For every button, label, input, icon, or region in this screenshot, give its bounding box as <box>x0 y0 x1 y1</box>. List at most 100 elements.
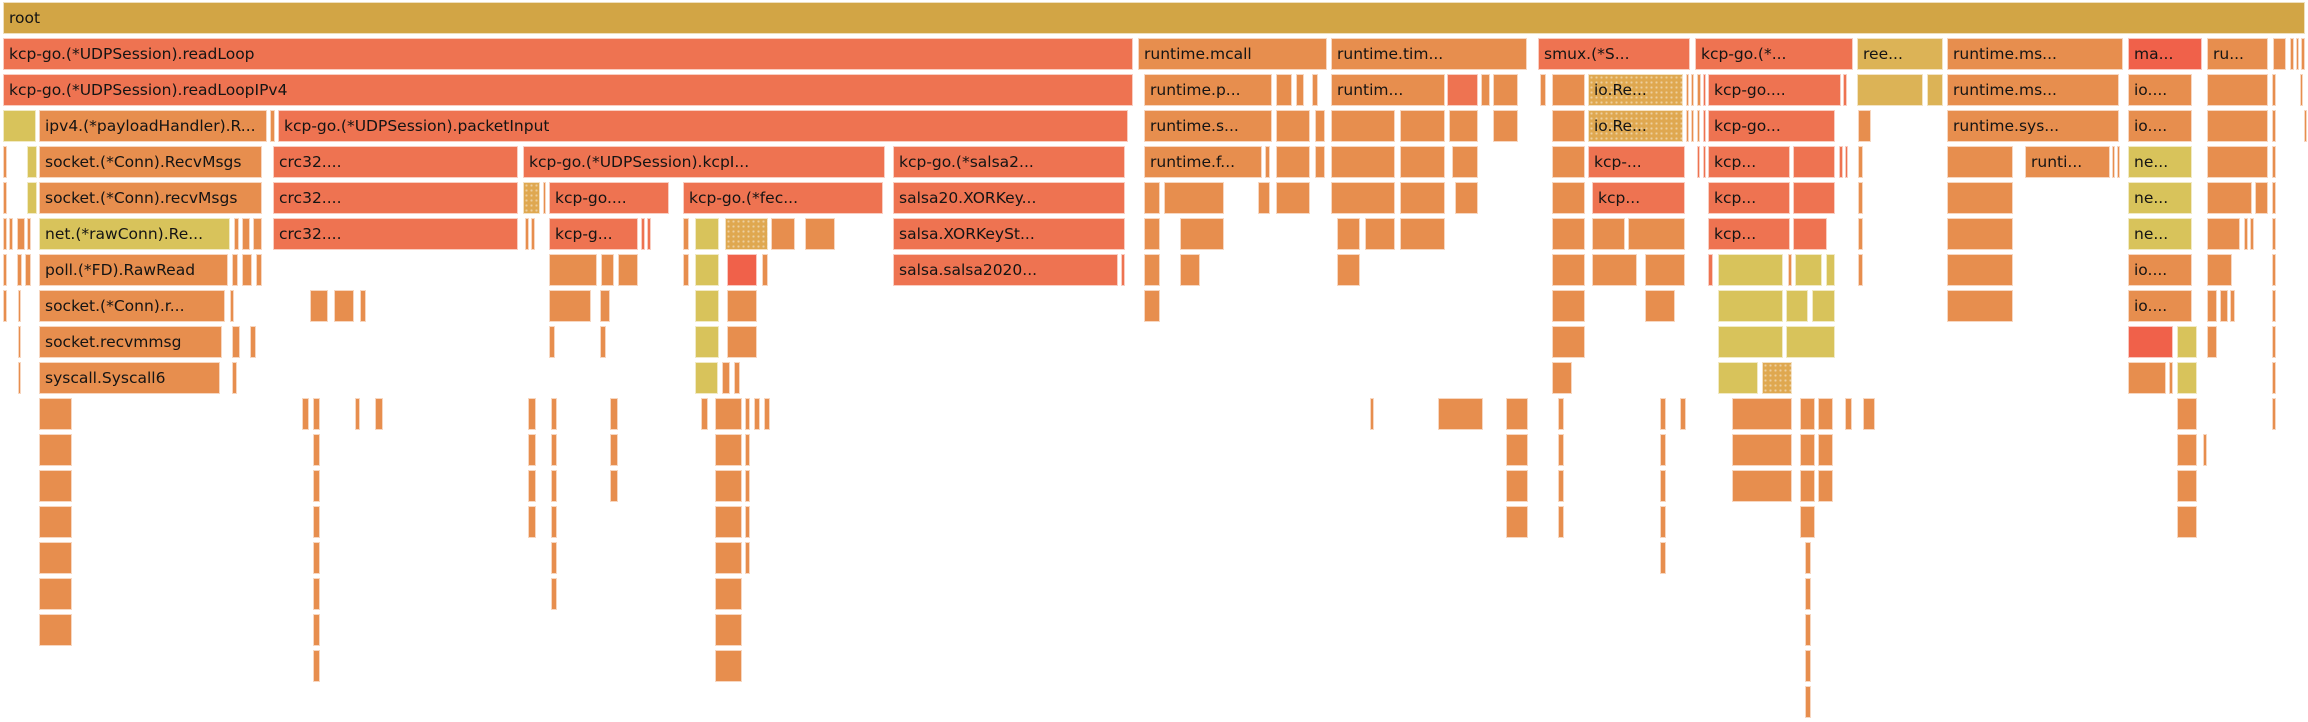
flame-frame[interactable] <box>1660 506 1666 538</box>
flame-frame[interactable] <box>2244 218 2248 250</box>
flame-frame[interactable] <box>1447 74 1478 106</box>
flame-frame-ne[interactable]: ne... <box>2128 146 2192 178</box>
flame-frame[interactable] <box>543 182 546 214</box>
flame-frame-io-re[interactable]: io.Re... <box>1588 110 1683 142</box>
flame-frame[interactable] <box>2272 290 2276 322</box>
flame-frame[interactable] <box>334 290 354 322</box>
flame-frame[interactable] <box>1863 398 1875 430</box>
flame-frame[interactable] <box>1703 74 1706 106</box>
flame-frame[interactable] <box>313 578 320 610</box>
flame-frame[interactable] <box>701 398 708 430</box>
flame-frame[interactable] <box>695 326 719 358</box>
flame-frame[interactable] <box>1818 470 1833 502</box>
flame-frame[interactable] <box>727 326 757 358</box>
flame-frame[interactable] <box>1786 290 1808 322</box>
flame-frame[interactable] <box>230 290 234 322</box>
flame-frame[interactable] <box>1793 146 1835 178</box>
flame-frame[interactable] <box>39 506 72 538</box>
flame-frame-kcp-go-udpsession-kcpi[interactable]: kcp-go.(*UDPSession).kcpI... <box>523 146 885 178</box>
flame-frame[interactable] <box>2177 434 2197 466</box>
flame-frame[interactable] <box>1718 290 1783 322</box>
flame-frame[interactable] <box>1805 542 1811 574</box>
flame-frame[interactable] <box>2207 290 2217 322</box>
flame-frame[interactable] <box>2272 326 2276 358</box>
flame-frame[interactable] <box>1858 146 1863 178</box>
flame-frame[interactable] <box>313 506 320 538</box>
flame-frame[interactable] <box>683 218 689 250</box>
flame-frame[interactable] <box>1552 254 1585 286</box>
flame-frame[interactable] <box>1680 398 1686 430</box>
flame-frame[interactable] <box>1818 434 1833 466</box>
flame-frame[interactable] <box>1697 110 1700 142</box>
flame-frame[interactable] <box>3 218 7 250</box>
flame-frame[interactable] <box>551 506 557 538</box>
flame-frame[interactable] <box>1686 74 1689 106</box>
flame-frame[interactable] <box>1144 290 1160 322</box>
flame-frame[interactable] <box>39 578 72 610</box>
flame-frame-runtime-f[interactable]: runtime.f... <box>1144 146 1262 178</box>
flame-frame[interactable] <box>1558 470 1564 502</box>
flame-frame[interactable] <box>1552 110 1585 142</box>
flame-frame[interactable] <box>1858 254 1863 286</box>
flame-frame-runtime-sys[interactable]: runtime.sys... <box>1947 110 2119 142</box>
flame-frame-io[interactable]: io.... <box>2128 110 2192 142</box>
flame-frame-runtime-p[interactable]: runtime.p... <box>1144 74 1272 106</box>
flame-frame[interactable] <box>1558 398 1564 430</box>
flame-frame[interactable] <box>1732 398 1792 430</box>
flame-frame[interactable] <box>1552 182 1585 214</box>
flame-frame-kcp-go-fec[interactable]: kcp-go.(*fec... <box>683 182 883 214</box>
flame-frame[interactable] <box>250 326 256 358</box>
flame-frame[interactable] <box>1552 290 1585 322</box>
flame-frame[interactable] <box>242 218 250 250</box>
flame-frame-salsa20-xorkey[interactable]: salsa20.XORKey... <box>893 182 1125 214</box>
flame-frame[interactable] <box>270 110 275 142</box>
flame-frame[interactable] <box>715 614 742 646</box>
flame-frame-net-rawconn-re[interactable]: net.(*rawConn).Re... <box>39 218 230 250</box>
flame-frame[interactable] <box>2117 146 2120 178</box>
flame-frame[interactable] <box>310 290 328 322</box>
flame-frame[interactable] <box>1552 218 1585 250</box>
flame-frame[interactable] <box>17 218 25 250</box>
flame-frame[interactable] <box>641 218 645 250</box>
flame-frame[interactable] <box>1732 434 1792 466</box>
flame-frame[interactable] <box>549 326 555 358</box>
flame-frame[interactable] <box>715 434 742 466</box>
flame-frame[interactable] <box>232 362 237 394</box>
flame-frame[interactable] <box>600 326 606 358</box>
flame-frame-ree[interactable]: ree... <box>1857 38 1943 70</box>
flame-frame[interactable] <box>523 182 540 214</box>
flame-frame[interactable] <box>715 578 742 610</box>
flame-frame[interactable] <box>313 398 320 430</box>
flame-frame[interactable] <box>551 542 557 574</box>
flame-frame[interactable] <box>1843 74 1847 106</box>
flame-frame[interactable] <box>610 434 618 466</box>
flame-frame[interactable] <box>1540 74 1546 106</box>
flame-frame[interactable] <box>1276 182 1310 214</box>
flame-frame[interactable] <box>2177 398 2197 430</box>
flame-frame[interactable] <box>1164 182 1224 214</box>
flame-frame-kcp[interactable]: kcp-... <box>1588 146 1685 178</box>
flame-frame[interactable] <box>734 362 740 394</box>
flame-frame-salsa-xorkeyst[interactable]: salsa.XORKeySt... <box>893 218 1125 250</box>
flame-frame[interactable] <box>2272 182 2276 214</box>
flame-frame[interactable] <box>2272 362 2276 394</box>
flame-frame[interactable] <box>1144 218 1160 250</box>
flame-frame[interactable] <box>1718 362 1758 394</box>
flame-frame[interactable] <box>2220 290 2228 322</box>
flame-frame[interactable] <box>2272 146 2276 178</box>
flame-frame[interactable] <box>1947 290 2013 322</box>
flame-frame-runtime-ms[interactable]: runtime.ms... <box>1947 74 2119 106</box>
flame-frame[interactable] <box>2230 290 2235 322</box>
flame-frame[interactable] <box>610 470 618 502</box>
flame-frame[interactable] <box>1315 110 1325 142</box>
flame-frame-io[interactable]: io.... <box>2128 254 2192 286</box>
flame-frame-kcp[interactable]: kcp... <box>1592 182 1685 214</box>
flame-frame[interactable] <box>1858 110 1871 142</box>
flame-frame[interactable] <box>1312 74 1318 106</box>
flame-frame[interactable] <box>551 470 557 502</box>
flame-frame[interactable] <box>1331 110 1395 142</box>
flame-frame[interactable] <box>253 218 262 250</box>
flame-frame[interactable] <box>2207 110 2268 142</box>
flame-frame[interactable] <box>1552 362 1572 394</box>
flame-frame[interactable] <box>715 650 742 682</box>
